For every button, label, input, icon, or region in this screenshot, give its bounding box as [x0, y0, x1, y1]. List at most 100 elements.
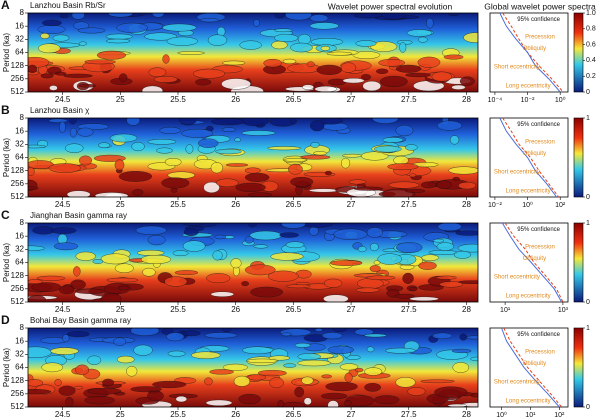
contour-blob	[203, 181, 220, 194]
contour-blob	[279, 232, 299, 238]
y-tick-label: 128	[11, 271, 25, 280]
y-tick-label: 32	[15, 34, 24, 43]
y-tick-label: 16	[15, 126, 24, 135]
contour-blob	[42, 19, 62, 27]
x-tick-label: 25.5	[170, 410, 186, 419]
contour-blob	[84, 59, 116, 65]
contour-blob	[210, 162, 224, 174]
contour-blob	[71, 13, 85, 20]
y-tick-label: 8	[20, 113, 25, 122]
x-tick-label: 28	[462, 305, 471, 314]
contour-blob	[405, 72, 431, 78]
spectrum-annotation: Long eccentricity	[506, 398, 551, 404]
contour-blob	[235, 182, 266, 192]
x-tick-label: 25.5	[170, 200, 186, 209]
colorbar	[573, 12, 584, 93]
contour-blob	[177, 51, 205, 55]
contour-blob	[439, 281, 463, 288]
contour-blob	[378, 58, 406, 67]
contour-blob	[92, 259, 104, 264]
contour-blob	[250, 286, 284, 298]
contour-blob	[31, 282, 62, 292]
spectrum-annotation: Long eccentricity	[506, 83, 551, 89]
contour-blob	[130, 386, 162, 393]
contour-blob	[133, 344, 153, 356]
x-tick-label: 27.5	[401, 305, 417, 314]
contour-blob	[447, 403, 467, 407]
y-tick-label: 128	[11, 376, 25, 385]
contour-blob	[52, 34, 70, 42]
contour-blob	[364, 333, 387, 338]
contour-blob	[376, 68, 389, 74]
contour-blob	[453, 250, 472, 259]
contour-blob	[455, 230, 478, 236]
y-tick-label: 256	[11, 74, 25, 83]
contour-blob	[458, 181, 477, 190]
colorbar-tick-label: 0	[586, 404, 590, 411]
contour-blob	[100, 253, 130, 265]
contour-blob	[270, 252, 304, 261]
panel-title: Jianghan Basin gamma ray	[30, 211, 127, 220]
spectrum-frame	[489, 117, 569, 198]
contour-blob	[222, 60, 246, 66]
wavelet-texture	[28, 118, 478, 197]
contour-blob	[75, 251, 96, 261]
x-tick-label: 27	[347, 410, 356, 419]
contour-blob	[309, 14, 329, 23]
confidence-line	[504, 222, 564, 303]
x-tick-label: 27.5	[401, 410, 417, 419]
contour-blob	[301, 376, 314, 385]
contour-blob	[409, 296, 439, 302]
contour-blob	[147, 139, 177, 145]
y-tick-label: 512	[11, 192, 25, 201]
contour-blob	[437, 223, 462, 232]
contour-blob	[420, 379, 455, 384]
contour-blob	[339, 363, 359, 371]
colorbar-tick-label: 1.0	[586, 10, 596, 17]
colorbar	[573, 222, 584, 303]
contour-blob	[421, 254, 439, 261]
contour-blob	[382, 137, 404, 143]
x-tick-label: 26	[231, 95, 240, 104]
contour-blob	[118, 171, 153, 182]
spectrum-annotation: Obliquity	[523, 256, 546, 262]
contour-blob	[373, 260, 381, 266]
contour-blob	[159, 126, 181, 135]
contour-blob	[285, 241, 305, 249]
spectrum-annotation: Long eccentricity	[506, 293, 551, 299]
contour-blob	[164, 276, 188, 287]
contour-blob	[59, 13, 69, 18]
panel-title: Lanzhou Basin Rb/Sr	[30, 1, 106, 10]
contour-blob	[452, 362, 470, 373]
contour-blob	[428, 250, 458, 255]
contour-blob	[417, 56, 441, 68]
contour-blob	[118, 285, 129, 291]
contour-blob	[405, 189, 426, 193]
y-tick-label: 16	[15, 21, 24, 30]
contour-blob	[287, 63, 321, 74]
contour-blob	[421, 181, 437, 189]
contour-blob	[167, 350, 186, 357]
contour-blob	[352, 51, 381, 59]
contour-blob	[369, 243, 379, 252]
contour-blob	[355, 367, 364, 373]
x-tick-label: 26.5	[286, 305, 302, 314]
contour-blob	[78, 83, 97, 88]
colorbar-tick-label: 0.6	[586, 41, 596, 48]
contour-blob	[396, 242, 423, 253]
contour-blob	[355, 40, 377, 47]
spectrum-annotation: 95% confidence	[517, 227, 560, 233]
contour-blob	[380, 75, 408, 88]
contour-blob	[126, 118, 141, 126]
spectrum-annotation: Short eccentricity	[494, 169, 540, 175]
colorbar-tick-label: 1	[586, 325, 590, 332]
contour-blob	[212, 250, 223, 261]
contour-blob	[48, 163, 81, 173]
contour-blob	[87, 387, 122, 395]
contour-blob	[40, 33, 50, 39]
x-tick-label: 27.5	[401, 200, 417, 209]
contour-blob	[73, 385, 83, 390]
panel-letter: B	[1, 103, 10, 117]
contour-blob	[377, 253, 403, 265]
contour-blob	[330, 260, 363, 266]
